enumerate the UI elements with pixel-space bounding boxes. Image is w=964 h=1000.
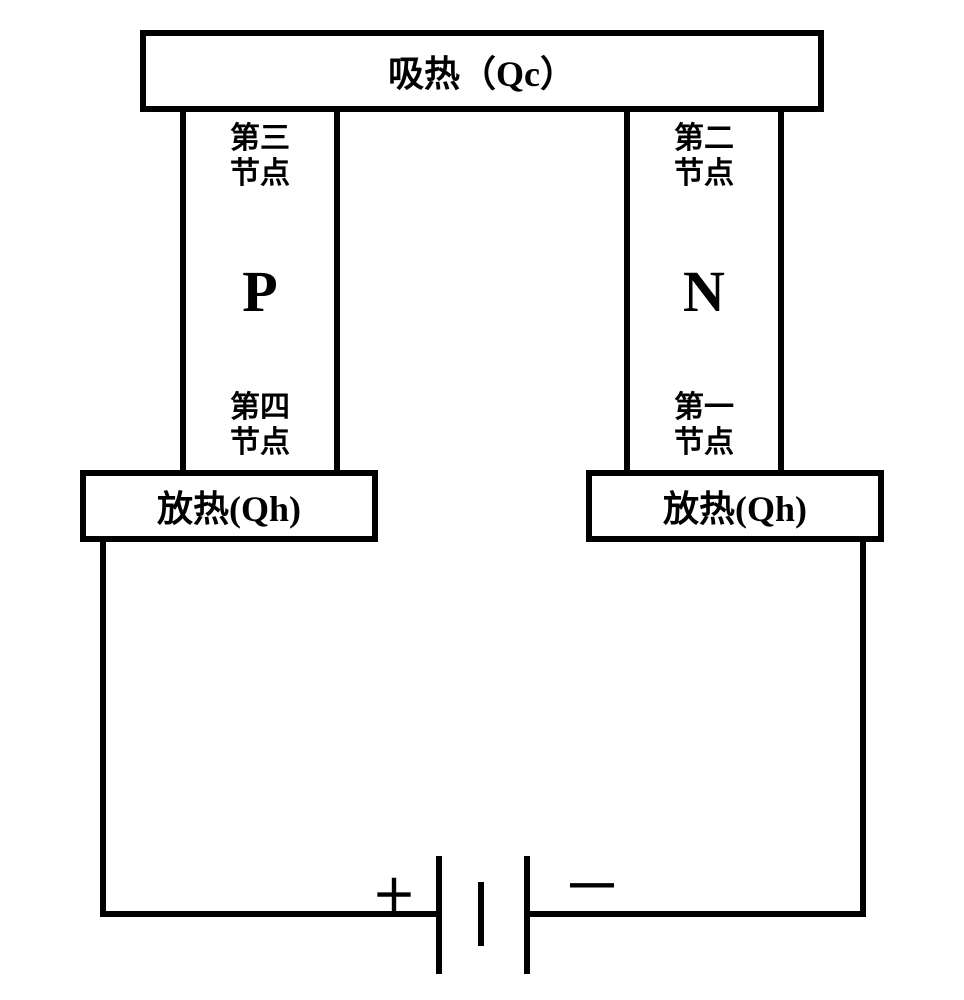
battery-middle-plate-icon xyxy=(478,882,484,946)
battery-negative-plate-icon xyxy=(524,856,530,974)
circuit-wire-right-vertical xyxy=(860,542,866,917)
n-type-leg: 第二节点 N 第一节点 xyxy=(624,106,784,476)
heat-release-plate-right: 放热(Qh) xyxy=(586,470,884,542)
circuit-wire-bottom-right xyxy=(530,911,866,917)
node-4-label: 第四节点 xyxy=(230,391,290,460)
heat-release-plate-left: 放热(Qh) xyxy=(80,470,378,542)
p-type-leg: 第三节点 P 第四节点 xyxy=(180,106,340,476)
top-plate-label: 吸热（Qc） xyxy=(388,45,576,97)
heat-absorption-plate: 吸热（Qc） xyxy=(140,30,824,112)
battery-plus-icon: ＋ xyxy=(372,860,416,924)
battery-minus-icon: — xyxy=(570,858,614,908)
bottom-right-label: 放热(Qh) xyxy=(663,480,807,532)
bottom-left-label: 放热(Qh) xyxy=(157,480,301,532)
circuit-wire-left-vertical xyxy=(100,542,106,917)
n-type-label: N xyxy=(683,258,725,325)
node-3-label: 第三节点 xyxy=(230,122,290,191)
node-1-label: 第一节点 xyxy=(674,391,734,460)
thermoelectric-diagram: 吸热（Qc） 第三节点 P 第四节点 第二节点 N 第一节点 放热(Qh) 放热… xyxy=(80,30,884,970)
battery-positive-plate-icon xyxy=(436,856,442,974)
p-type-label: P xyxy=(242,258,277,325)
node-2-label: 第二节点 xyxy=(674,122,734,191)
